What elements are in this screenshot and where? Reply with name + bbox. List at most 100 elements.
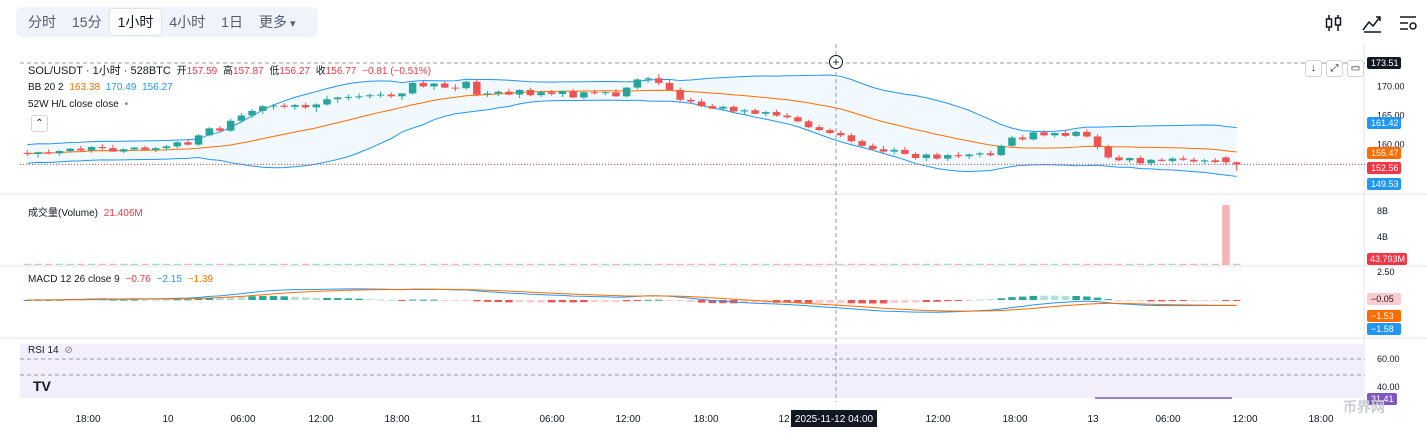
crosshair-plus-icon[interactable]: + xyxy=(829,55,843,69)
volume-bar xyxy=(398,263,406,265)
time-tick-label: 18:00 xyxy=(75,414,100,425)
macd-histogram-bar xyxy=(687,300,695,302)
candle-body xyxy=(943,155,952,159)
timeframe-15m[interactable]: 15分 xyxy=(72,14,102,30)
price-badge-label: 155.47 xyxy=(1371,148,1399,158)
candle-body xyxy=(259,106,267,111)
macd-line xyxy=(27,288,1237,313)
candle-body xyxy=(184,142,192,145)
volume-bar xyxy=(858,263,866,265)
volume-bar xyxy=(216,263,224,265)
volume-bar xyxy=(1029,263,1038,265)
candle-body xyxy=(269,105,278,107)
candlestick-type-icon[interactable] xyxy=(1323,12,1345,34)
candle-body xyxy=(537,92,545,96)
timeframe-4h[interactable]: 4小时 xyxy=(169,14,206,30)
bb-legend: BB 20 2 163.38 170.49 156.27 xyxy=(28,82,176,93)
volume-bar xyxy=(109,263,117,265)
volume-bar xyxy=(783,263,791,265)
macd-histogram-bar xyxy=(1179,300,1187,301)
macd-histogram-bar xyxy=(280,296,288,300)
volume-bar xyxy=(1115,263,1123,265)
high-value: 157.87 xyxy=(233,66,264,77)
collapse-legend-icon[interactable]: ⌃ xyxy=(31,115,48,132)
candle-body xyxy=(933,154,941,159)
bb-lower: 156.27 xyxy=(142,82,173,93)
candle-body xyxy=(901,149,909,154)
macd-histogram-bar xyxy=(826,300,834,304)
chart-canvas[interactable]: 170.00 165.00 160.00 173.51 161.42 155.47 152.… xyxy=(0,44,1427,431)
volume-bar xyxy=(986,263,995,265)
volume-bar xyxy=(130,263,139,265)
fullscreen-icon[interactable]: ⤢ xyxy=(1326,60,1343,77)
macd-histogram-bar xyxy=(1008,297,1016,300)
macd-histogram-bar xyxy=(612,300,620,302)
macd-signal-line xyxy=(27,288,1237,312)
bb-basis-line xyxy=(27,89,1237,155)
volume-tick-label: 4B xyxy=(1377,232,1388,242)
candle-body xyxy=(66,148,74,152)
candle-body xyxy=(152,148,160,150)
macd-histogram-bar xyxy=(1190,300,1198,301)
volume-bar xyxy=(526,263,535,265)
macd-histogram-bar xyxy=(109,299,117,301)
macd-histogram-bar xyxy=(1136,300,1145,302)
volume-bar xyxy=(440,263,449,265)
candle-body xyxy=(976,153,984,155)
screenshot-icon[interactable]: ▭ xyxy=(1347,60,1364,77)
price-badge xyxy=(1367,147,1401,159)
bb-lower-line xyxy=(27,99,1237,177)
timeframe-1d[interactable]: 1日 xyxy=(221,14,243,30)
macd-badge-label: −0.05 xyxy=(1371,294,1394,304)
macd-histogram-bar xyxy=(590,300,599,302)
macd-histogram-bar xyxy=(119,299,128,301)
volume-bar xyxy=(1125,263,1134,265)
volume-bar xyxy=(141,263,149,265)
volume-bar xyxy=(622,263,631,265)
volume-bar xyxy=(558,263,567,265)
volume-bar xyxy=(537,263,545,265)
candle-body xyxy=(45,152,53,154)
volume-bar xyxy=(205,263,214,265)
macd-legend: MACD 12 26 close 9 −0.76 −2.15 −1.39 xyxy=(28,274,216,285)
macd-tick-label: 2.50 xyxy=(1377,267,1395,277)
rsi-tick-label: 60.00 xyxy=(1377,354,1400,364)
timeframe-more[interactable]: 更多 xyxy=(251,9,304,35)
candle-body xyxy=(965,154,973,157)
chart-area[interactable]: 170.00 165.00 160.00 173.51 161.42 155.47 152.… xyxy=(0,44,1427,431)
macd-histogram-bar xyxy=(333,298,342,300)
bb-mid: 163.38 xyxy=(69,82,100,93)
macd-histogram-bar xyxy=(997,298,1005,300)
candle-body xyxy=(141,147,149,150)
macd-histogram-bar xyxy=(1029,295,1038,300)
candle-body xyxy=(547,92,556,94)
settings-icon[interactable] xyxy=(1397,12,1419,34)
volume-bar xyxy=(612,263,620,265)
candle-body xyxy=(1222,157,1230,163)
hide-icon[interactable]: ⊘ xyxy=(64,345,73,356)
macd-histogram-bar xyxy=(1050,295,1059,300)
volume-bar xyxy=(280,263,288,265)
volume-bar xyxy=(943,263,952,265)
macd-histogram-bar xyxy=(473,300,481,302)
candle-body xyxy=(1072,131,1080,136)
candle-body xyxy=(301,105,310,108)
candle-body xyxy=(762,112,770,114)
macd-histogram-bar xyxy=(708,300,717,304)
macd-histogram-bar xyxy=(451,300,460,301)
timeframe-1h[interactable]: 1小时 xyxy=(109,9,162,35)
time-tick-label: 12:00 xyxy=(615,414,640,425)
timeframe-tick[interactable]: 分时 xyxy=(28,14,56,30)
volume-bar xyxy=(729,263,738,265)
macd-histogram-bar xyxy=(740,300,749,304)
scroll-down-icon[interactable]: ↓ xyxy=(1305,60,1322,77)
indicators-icon[interactable] xyxy=(1361,12,1383,34)
macd-histogram-bar xyxy=(836,300,845,304)
volume-name: 成交量(Volume) xyxy=(28,208,99,219)
macd-histogram-bar xyxy=(1222,300,1230,301)
macd-histogram-bar xyxy=(1040,295,1048,300)
volume-bar xyxy=(1083,263,1091,265)
macd-histogram-bar xyxy=(986,299,995,301)
macd-histogram-bar xyxy=(398,300,406,301)
candle-body xyxy=(879,149,888,152)
